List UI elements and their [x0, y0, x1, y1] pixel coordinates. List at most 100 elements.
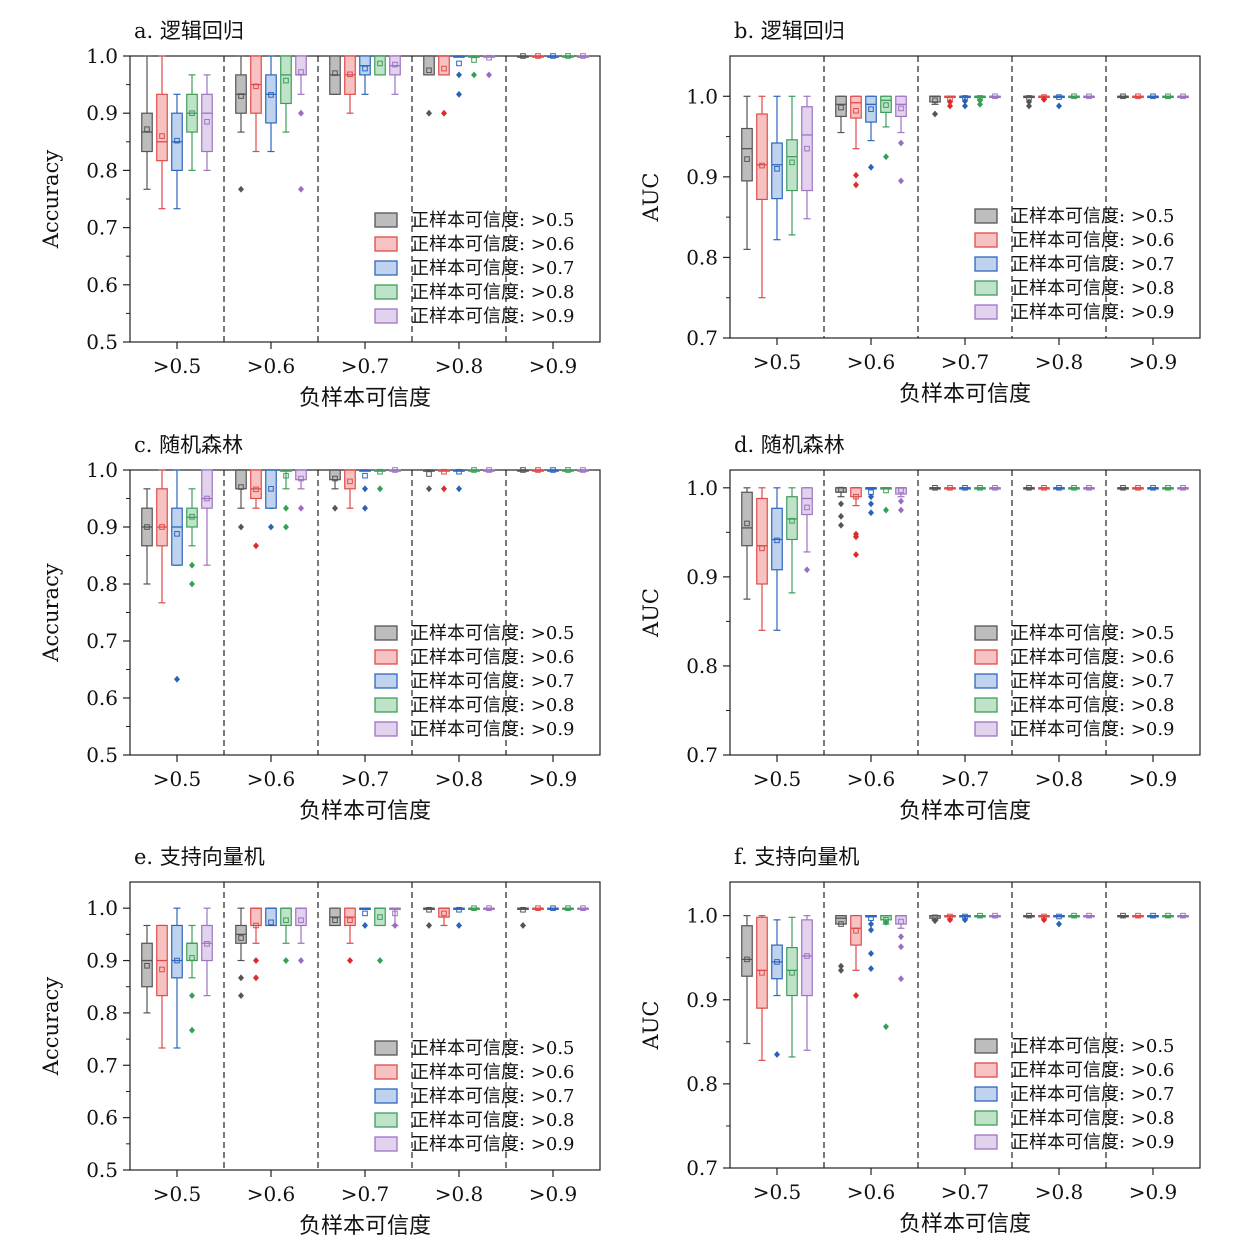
outlier-point [883, 153, 889, 161]
outlier-point [947, 102, 953, 110]
x-tick-label: >0.6 [847, 1180, 896, 1204]
box-group4-series3 [1053, 485, 1065, 491]
box-group4-series1 [1023, 95, 1035, 110]
mean-marker [283, 77, 289, 84]
legend-swatch [374, 721, 398, 737]
outlier-point [189, 580, 195, 588]
box-group1-series4 [186, 924, 198, 1034]
legend-swatch [374, 649, 398, 665]
mean-marker [520, 467, 526, 473]
x-tick-label: >0.7 [341, 767, 390, 791]
mean-marker [253, 922, 259, 929]
x-tick-label: >0.5 [753, 1180, 802, 1204]
mean-marker [1056, 485, 1062, 491]
box-group4-series4 [1068, 93, 1080, 100]
legend-label: 正样本可信度: >0.5 [411, 1038, 575, 1059]
legend-swatch [374, 1040, 398, 1056]
x-tick-label: >0.8 [1035, 350, 1084, 374]
box [438, 55, 450, 76]
outlier-point [456, 90, 462, 98]
box-group2-series4 [880, 914, 892, 1031]
legend-label: 正样本可信度: >0.8 [1011, 695, 1175, 716]
box-group3-series1 [929, 914, 941, 925]
mean-marker [977, 912, 983, 919]
mean-marker [441, 65, 447, 72]
box [741, 925, 753, 977]
x-tick-label: >0.6 [847, 767, 896, 791]
box-group5-series5 [577, 53, 589, 59]
legend-swatch [974, 280, 998, 296]
box-group1-series1 [741, 95, 753, 250]
mean-marker [486, 905, 492, 911]
box-group2-series3 [265, 55, 277, 153]
mean-marker [456, 60, 462, 67]
box-group3-series1 [329, 55, 341, 95]
outlier-point [962, 102, 968, 110]
box-group4-series4 [1068, 912, 1080, 919]
outlier-point [868, 163, 874, 171]
panel-a: a. 逻辑回归 0.5 0.6 0.7 0.8 0.9 1.0 Accuracy >0.5 >0.… [39, 19, 601, 411]
legend-label: 正样本可信度: >0.5 [1011, 1036, 1175, 1057]
mean-marker [1071, 485, 1077, 491]
box-group3-series2 [344, 55, 356, 114]
box-group5-series4 [1162, 93, 1174, 100]
legend-label: 正样本可信度: >0.6 [1011, 647, 1175, 668]
legend-label: 正样本可信度: >0.8 [411, 695, 575, 716]
mean-marker [298, 475, 304, 482]
box-group4-series3 [453, 55, 465, 98]
box-group2-series5 [295, 907, 307, 964]
mean-marker [759, 970, 765, 976]
panel-title: d. 随机森林 [734, 433, 845, 457]
panel-title: c. 随机森林 [134, 433, 243, 457]
mean-marker [159, 524, 165, 530]
outlier-point [174, 675, 180, 683]
box [801, 919, 813, 997]
outlier-point [898, 943, 904, 951]
mean-marker [789, 970, 795, 976]
mean-marker [144, 126, 150, 133]
box-group5-series4 [562, 53, 574, 59]
mean-marker [883, 487, 889, 494]
mean-marker [238, 484, 244, 490]
box-group1-series4 [186, 488, 198, 588]
mean-marker [853, 927, 859, 934]
legend-swatch [974, 1086, 998, 1102]
mean-marker [1180, 93, 1186, 100]
x-tick-label: >0.5 [153, 1182, 202, 1206]
mean-marker [868, 106, 874, 112]
box [801, 106, 813, 192]
box [156, 488, 168, 547]
box-group4-series4 [468, 55, 480, 79]
mean-marker [1165, 485, 1171, 491]
x-axis-label: 负样本可信度 [299, 799, 431, 824]
outlier-point [853, 533, 859, 541]
box-group4-series2 [438, 468, 450, 493]
outlier-point [774, 1051, 780, 1058]
mean-marker [189, 955, 195, 961]
mean-marker [898, 918, 904, 925]
box-group1-series3 [771, 95, 783, 241]
mean-marker [535, 467, 541, 473]
mean-marker [268, 919, 274, 926]
box-group2-series4 [280, 55, 292, 133]
box [835, 95, 847, 118]
box-group5-series2 [1132, 912, 1144, 919]
y-tick-label: 0.5 [86, 743, 118, 767]
box [423, 55, 435, 76]
box-group3-series3 [959, 95, 971, 110]
legend-swatch [374, 260, 398, 276]
box [329, 469, 341, 481]
box-group4-series1 [423, 906, 435, 929]
legend-label: 正样本可信度: >0.9 [1011, 1132, 1175, 1153]
outlier-point [1026, 98, 1032, 106]
box-group5-series5 [577, 905, 589, 911]
box-group2-series1 [835, 486, 847, 529]
y-tick-label: 1.0 [686, 904, 718, 928]
box [756, 916, 768, 1009]
box [280, 55, 292, 105]
box [865, 95, 877, 123]
mean-marker [1071, 93, 1077, 100]
legend-swatch [374, 284, 398, 300]
box-group4-series5 [1083, 912, 1095, 919]
